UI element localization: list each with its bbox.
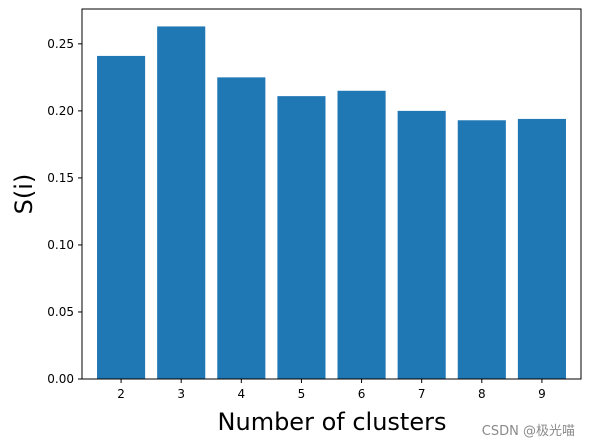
y-tick-label: 0.10: [47, 238, 74, 252]
x-tick-label: 4: [237, 387, 245, 401]
y-tick-label: 0.00: [47, 372, 74, 386]
bar-3: [157, 26, 206, 380]
bar-2: [97, 55, 146, 380]
y-tick-label: 0.05: [47, 305, 74, 319]
y-tick-label: 0.15: [47, 171, 74, 185]
bar-7: [397, 110, 446, 379]
bars-group: [97, 26, 566, 380]
bar-6: [337, 90, 386, 379]
y-axis-label: S(i): [10, 174, 38, 215]
watermark: CSDN @极光喵: [482, 424, 575, 439]
x-tick-label: 9: [538, 387, 546, 401]
y-tick-label: 0.20: [47, 104, 74, 118]
x-axis-label: Number of clusters: [218, 408, 447, 436]
bar-8: [457, 120, 506, 380]
y-tick-label: 0.25: [47, 37, 74, 51]
x-tick-label: 3: [177, 387, 185, 401]
y-axis-ticks: 0.00 0.05 0.10 0.15 0.20 0.25: [47, 37, 82, 386]
bar-5: [277, 96, 326, 379]
x-tick-label: 2: [117, 387, 125, 401]
x-axis-ticks: 2 3 4 5 6 7 8 9: [117, 379, 546, 401]
x-tick-label: 8: [478, 387, 486, 401]
x-tick-label: 7: [418, 387, 426, 401]
bar-4: [217, 77, 266, 380]
x-tick-label: 6: [358, 387, 366, 401]
plot-frame: [81, 8, 582, 380]
bar-9: [517, 118, 566, 380]
x-tick-label: 5: [298, 387, 306, 401]
